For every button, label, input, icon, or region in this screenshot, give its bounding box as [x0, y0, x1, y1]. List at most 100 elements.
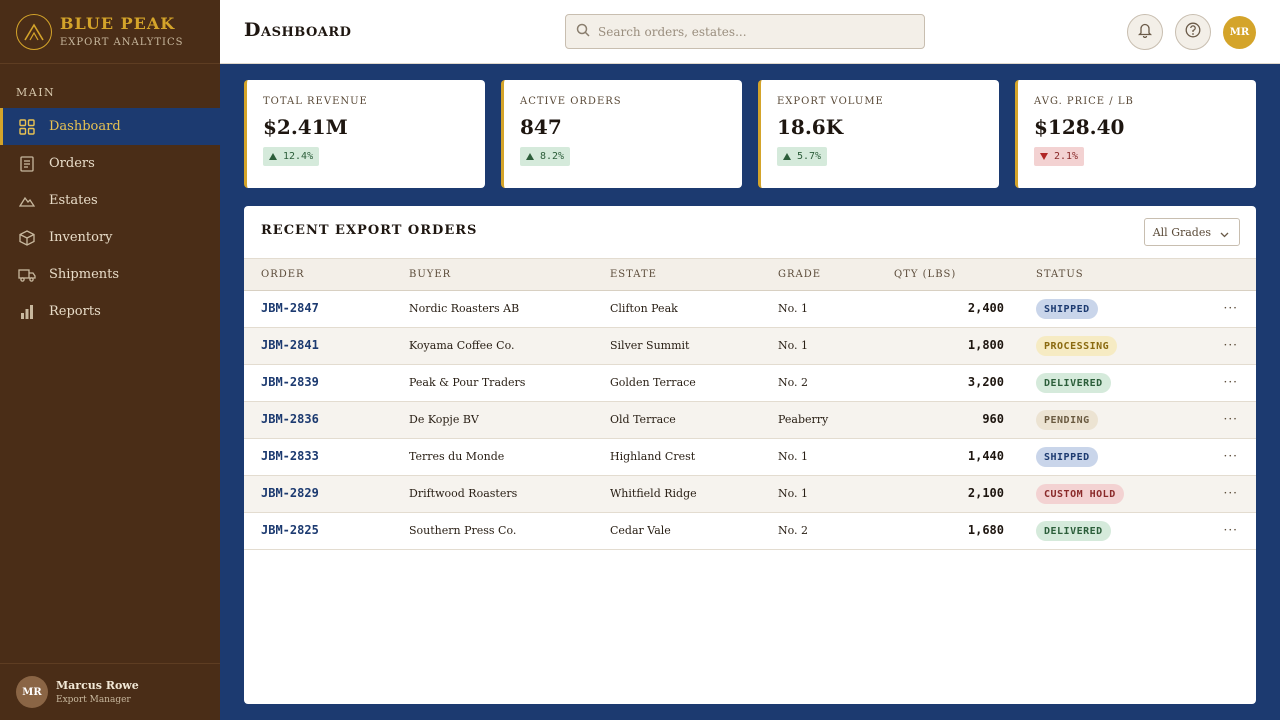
table-row[interactable]: JBM-2847 Nordic Roasters AB Clifton Peak No… — [244, 291, 1256, 328]
brand-name: BLUE PEAK — [60, 14, 176, 33]
table-row[interactable]: JBM-2841 Koyama Coffee Co. Silver Summit No… — [244, 328, 1256, 365]
grade-cell: No. 1 — [778, 450, 809, 463]
document-icon — [18, 155, 36, 173]
user-profile[interactable]: MR Marcus Rowe Export Manager — [0, 663, 220, 720]
estate-cell: Highland Crest — [610, 450, 696, 463]
column-header[interactable]: QTY (LBS) — [894, 269, 957, 280]
status-badge: PROCESSING — [1036, 336, 1118, 356]
chevron-down-icon — [1220, 228, 1229, 241]
column-header[interactable]: STATUS — [1036, 269, 1084, 280]
sidebar-item-orders[interactable]: Orders — [0, 145, 220, 182]
grade-filter-select[interactable]: All Grades — [1143, 218, 1240, 246]
estate-cell: Silver Summit — [610, 339, 690, 352]
trend-down-icon — [1040, 153, 1048, 160]
buyer-cell: Terres du Monde — [409, 450, 505, 463]
qty-cell: 3,200 — [967, 375, 1004, 389]
table-row[interactable]: JBM-2839 Peak & Pour Traders Golden Terrac… — [244, 365, 1256, 402]
column-header[interactable]: BUYER — [409, 269, 452, 280]
table-header: ORDER BUYER ESTATE GRADE QTY (LBS) STATU… — [244, 258, 1256, 291]
buyer-cell: Southern Press Co. — [409, 524, 517, 537]
buyer-cell: Nordic Roasters AB — [409, 302, 520, 315]
order-id-link[interactable]: JBM-2839 — [261, 375, 319, 389]
recent-orders-panel: RECENT EXPORT ORDERS All Grades ORDER BU… — [244, 206, 1256, 704]
status-badge: PENDING — [1036, 410, 1098, 430]
sidebar-item-estates[interactable]: Estates — [0, 182, 220, 219]
kpi-card-avg-price: AVG. PRICE / LB $128.40 2.1% — [1015, 80, 1256, 188]
more-horizontal-icon[interactable]: ··· — [1223, 301, 1238, 315]
estate-cell: Old Terrace — [610, 413, 676, 426]
order-id-link[interactable]: JBM-2847 — [261, 301, 319, 315]
user-role: Export Manager — [56, 695, 131, 705]
buyer-cell: Driftwood Roasters — [409, 487, 518, 500]
search-input[interactable] — [598, 24, 898, 39]
more-horizontal-icon[interactable]: ··· — [1223, 375, 1238, 389]
column-header[interactable]: ORDER — [261, 269, 305, 280]
sidebar-item-label: Inventory — [49, 230, 113, 245]
bar-chart-icon — [18, 303, 36, 321]
order-id-link[interactable]: JBM-2829 — [261, 486, 319, 500]
table-row[interactable]: JBM-2829 Driftwood Roasters Whitfield Ridg… — [244, 476, 1256, 513]
order-id-link[interactable]: JBM-2841 — [261, 338, 319, 352]
column-header[interactable]: GRADE — [778, 269, 822, 280]
kpi-value: 18.6K — [777, 115, 844, 139]
status-badge: DELIVERED — [1036, 373, 1111, 393]
sidebar-item-inventory[interactable]: Inventory — [0, 219, 220, 256]
table-row[interactable]: JBM-2833 Terres du Monde Highland Crest No.… — [244, 439, 1256, 476]
brand[interactable]: BLUE PEAK EXPORT ANALYTICS — [0, 0, 220, 64]
order-id-link[interactable]: JBM-2836 — [261, 412, 319, 426]
kpi-delta: 12.4% — [263, 147, 320, 166]
box-icon — [18, 229, 36, 247]
status-badge: SHIPPED — [1036, 447, 1098, 467]
kpi-label: ACTIVE ORDERS — [520, 96, 622, 107]
brand-subtitle: EXPORT ANALYTICS — [60, 37, 184, 48]
kpi-value: 847 — [520, 115, 562, 139]
more-horizontal-icon[interactable]: ··· — [1223, 486, 1238, 500]
table-row[interactable]: JBM-2836 De Kopje BV Old Terrace Peaberry 96… — [244, 402, 1256, 439]
kpi-delta: 8.2% — [520, 147, 571, 166]
more-horizontal-icon[interactable]: ··· — [1223, 338, 1238, 352]
notifications-button[interactable] — [1127, 14, 1163, 50]
kpi-value: $128.40 — [1034, 115, 1125, 139]
search-icon — [576, 22, 590, 41]
status-badge: DELIVERED — [1036, 521, 1111, 541]
sidebar-item-reports[interactable]: Reports — [0, 293, 220, 330]
sidebar-item-shipments[interactable]: Shipments — [0, 256, 220, 293]
search-bar[interactable] — [565, 14, 925, 49]
status-badge: CUSTOM HOLD — [1036, 484, 1124, 504]
column-header[interactable]: ESTATE — [610, 269, 657, 280]
user-name: Marcus Rowe — [56, 679, 139, 692]
grade-cell: No. 2 — [778, 376, 809, 389]
more-horizontal-icon[interactable]: ··· — [1223, 412, 1238, 426]
qty-cell: 2,100 — [967, 486, 1004, 500]
more-horizontal-icon[interactable]: ··· — [1223, 449, 1238, 463]
grade-cell: No. 1 — [778, 339, 809, 352]
mountain-logo-icon — [16, 13, 52, 50]
kpi-delta: 5.7% — [777, 147, 828, 166]
kpi-label: TOTAL REVENUE — [263, 96, 368, 107]
avatar: MR — [16, 676, 48, 708]
kpi-card-active-orders: ACTIVE ORDERS 847 8.2% — [501, 80, 742, 188]
order-id-link[interactable]: JBM-2825 — [261, 523, 319, 537]
qty-cell: 1,800 — [967, 338, 1004, 352]
sidebar-item-dashboard[interactable]: Dashboard — [0, 108, 220, 145]
kpi-card-export-volume: EXPORT VOLUME 18.6K 5.7% — [758, 80, 999, 188]
table-row[interactable]: JBM-2825 Southern Press Co. Cedar Vale No. … — [244, 513, 1256, 550]
estate-cell: Cedar Vale — [610, 524, 671, 537]
kpi-delta: 2.1% — [1034, 147, 1085, 166]
qty-cell: 960 — [982, 412, 1004, 426]
estate-cell: Golden Terrace — [610, 376, 696, 389]
qty-cell: 2,400 — [967, 301, 1004, 315]
qty-cell: 1,680 — [967, 523, 1004, 537]
trend-up-icon — [526, 153, 534, 160]
bell-icon — [1137, 22, 1153, 42]
mountain-icon — [18, 192, 36, 210]
trend-up-icon — [783, 153, 791, 160]
estate-cell: Clifton Peak — [610, 302, 678, 315]
kpi-card-total-revenue: TOTAL REVENUE $2.41M 12.4% — [244, 80, 485, 188]
header-avatar[interactable]: MR — [1223, 16, 1256, 49]
help-button[interactable] — [1175, 14, 1211, 50]
grade-cell: Peaberry — [778, 413, 829, 426]
order-id-link[interactable]: JBM-2833 — [261, 449, 319, 463]
buyer-cell: Koyama Coffee Co. — [409, 339, 515, 352]
more-horizontal-icon[interactable]: ··· — [1223, 523, 1238, 537]
